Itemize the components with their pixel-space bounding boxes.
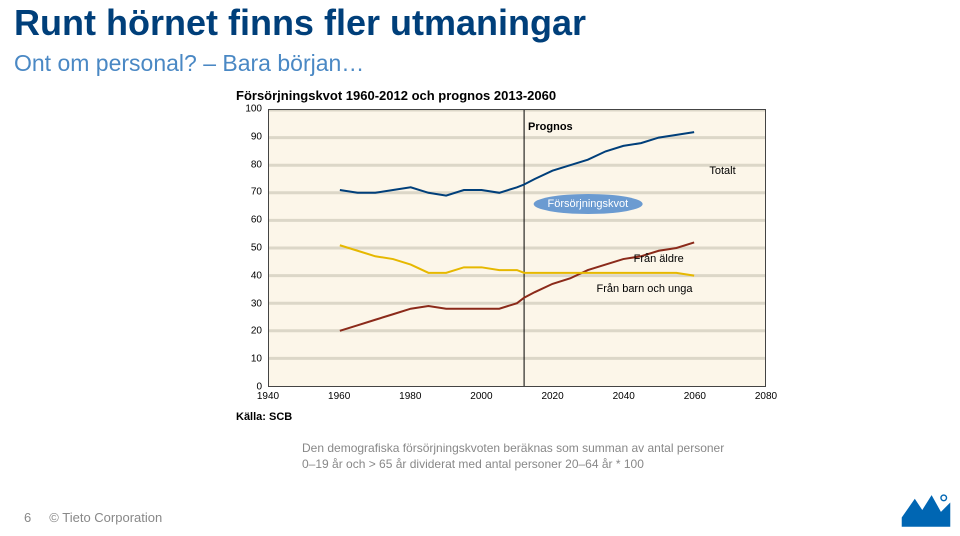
y-tick-label: 90: [251, 131, 262, 142]
y-tick-label: 80: [251, 159, 262, 170]
y-tick-label: 20: [251, 326, 262, 337]
chart-plot-wrap: 0102030405060708090100 PrognosTotaltFrån…: [236, 109, 776, 387]
x-tick-label: 1940: [257, 391, 279, 402]
y-tick-label: 10: [251, 354, 262, 365]
x-tick-label: 1980: [399, 391, 421, 402]
x-tick-label: 2060: [684, 391, 706, 402]
page-title: Runt hörnet finns fler utmaningar: [14, 2, 586, 44]
x-tick-label: 2000: [470, 391, 492, 402]
series-label: Totalt: [709, 165, 735, 177]
y-tick-label: 70: [251, 187, 262, 198]
tieto-logo-icon: [898, 489, 954, 531]
series-label: Från barn och unga: [597, 283, 693, 295]
footer: 6 © Tieto Corporation: [24, 510, 162, 525]
x-tick-label: 2040: [613, 391, 635, 402]
chart-title: Försörjningskvot 1960-2012 och prognos 2…: [236, 88, 776, 103]
page-subtitle: Ont om personal? – Bara början…: [14, 50, 364, 77]
x-tick-label: 1960: [328, 391, 350, 402]
chart-source: Källa: SCB: [236, 411, 776, 423]
y-tick-label: 50: [251, 243, 262, 254]
y-tick-label: 40: [251, 270, 262, 281]
chart-plot: Prognos Totalt Från äldre Från barn och ung…: [268, 109, 766, 387]
y-tick-label: 30: [251, 298, 262, 309]
copyright: © Tieto Corporation: [49, 510, 162, 525]
y-tick-label: 100: [245, 104, 262, 115]
series-label: Från äldre: [634, 253, 684, 265]
x-axis: 19401960198020002020204020602080: [268, 389, 766, 403]
x-tick-label: 2080: [755, 391, 777, 402]
chart-container: Försörjningskvot 1960-2012 och prognos 2…: [236, 88, 776, 434]
y-tick-label: 60: [251, 215, 262, 226]
chart-caption: Den demografiska försörjningskvoten berä…: [302, 440, 724, 472]
x-tick-label: 2020: [541, 391, 563, 402]
y-axis: 0102030405060708090100: [236, 109, 266, 387]
caption-line-1: Den demografiska försörjningskvoten berä…: [302, 441, 724, 455]
prognos-label: Prognos: [528, 121, 573, 133]
caption-line-2: 0–19 år och > 65 år dividerat med antal …: [302, 457, 644, 471]
callout-bubble: Försörjningskvot: [533, 194, 642, 214]
page-number: 6: [24, 510, 31, 525]
